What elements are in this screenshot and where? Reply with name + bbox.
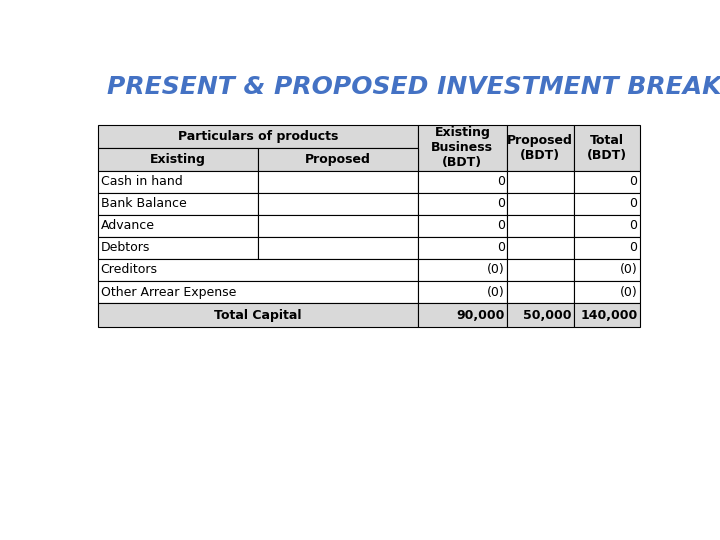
Text: (0): (0)	[620, 264, 637, 276]
Bar	[258, 215, 418, 237]
Bar	[99, 215, 258, 237]
Bar	[507, 215, 574, 237]
Text: 0: 0	[629, 241, 637, 254]
Text: Existing: Existing	[150, 153, 206, 166]
Text: (0): (0)	[487, 264, 505, 276]
Bar	[574, 171, 639, 193]
Bar	[418, 171, 507, 193]
Text: 0: 0	[497, 198, 505, 211]
Bar	[258, 237, 418, 259]
Bar	[99, 237, 258, 259]
Bar	[574, 237, 639, 259]
Text: 50,000: 50,000	[523, 309, 572, 322]
Text: 0: 0	[497, 176, 505, 188]
Bar	[507, 125, 574, 171]
Bar	[507, 193, 574, 215]
Text: 0: 0	[629, 176, 637, 188]
Bar	[574, 281, 639, 303]
Bar	[258, 171, 418, 193]
Text: 140,000: 140,000	[580, 309, 637, 322]
Text: PRESENT & PROPOSED INVESTMENT BREAKDOWN: PRESENT & PROPOSED INVESTMENT BREAKDOWN	[107, 75, 720, 99]
Text: Debtors: Debtors	[101, 241, 150, 254]
Text: Total
(BDT): Total (BDT)	[587, 134, 626, 162]
Bar	[258, 148, 418, 171]
Text: Bank Balance: Bank Balance	[101, 198, 186, 211]
Bar	[418, 259, 507, 281]
Text: Proposed: Proposed	[305, 153, 371, 166]
Bar	[99, 303, 418, 327]
Bar	[574, 303, 639, 327]
Bar	[99, 281, 418, 303]
Text: 0: 0	[629, 219, 637, 232]
Bar	[574, 125, 639, 171]
Text: Advance: Advance	[101, 219, 155, 232]
Text: 90,000: 90,000	[456, 309, 505, 322]
Bar	[99, 193, 258, 215]
Bar	[418, 237, 507, 259]
Bar	[507, 303, 574, 327]
Text: 0: 0	[629, 198, 637, 211]
Text: Existing
Business
(BDT): Existing Business (BDT)	[431, 126, 493, 170]
Bar	[258, 193, 418, 215]
Bar	[507, 171, 574, 193]
Text: Proposed
(BDT): Proposed (BDT)	[508, 134, 573, 162]
Text: Total Capital: Total Capital	[215, 309, 302, 322]
Text: Other Arrear Expense: Other Arrear Expense	[101, 286, 236, 299]
Text: 0: 0	[497, 219, 505, 232]
Bar	[418, 125, 507, 171]
Bar	[418, 281, 507, 303]
Text: 0: 0	[497, 241, 505, 254]
Bar	[99, 125, 418, 148]
Text: Cash in hand: Cash in hand	[101, 176, 182, 188]
Text: (0): (0)	[620, 286, 637, 299]
Bar	[418, 193, 507, 215]
Text: (0): (0)	[487, 286, 505, 299]
Bar	[574, 193, 639, 215]
Bar	[507, 281, 574, 303]
Bar	[507, 259, 574, 281]
Bar	[99, 171, 258, 193]
Bar	[574, 215, 639, 237]
Text: Particulars of products: Particulars of products	[178, 130, 338, 143]
Text: Creditors: Creditors	[101, 264, 158, 276]
Bar	[418, 303, 507, 327]
Bar	[99, 259, 418, 281]
Bar	[418, 215, 507, 237]
Bar	[99, 148, 258, 171]
Bar	[574, 259, 639, 281]
Bar	[507, 237, 574, 259]
